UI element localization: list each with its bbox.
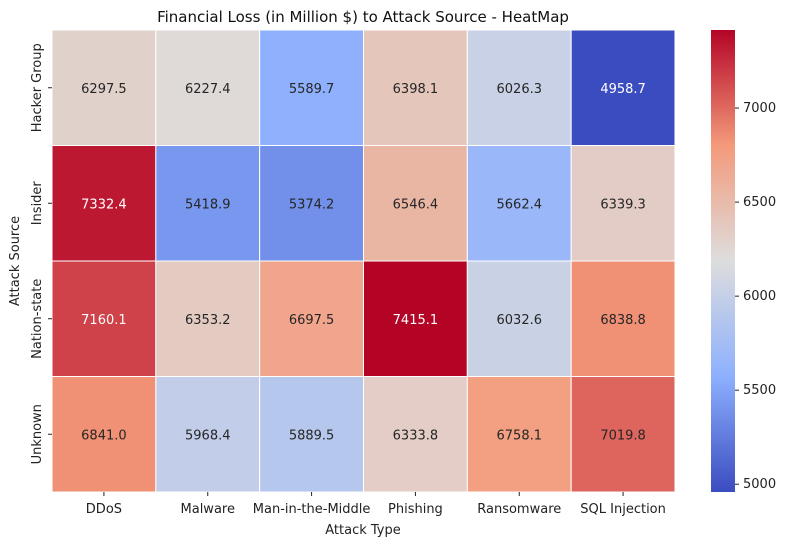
cell-value-label: 7415.1 (393, 313, 439, 328)
heatmap-cell (466, 376, 572, 493)
cell-value-label: 4958.7 (600, 82, 646, 97)
heatmap-cells: 6297.5 6227.4 5589.7 6398.1 6026.3 4958.7 7332… (51, 29, 676, 493)
heatmap-cell (363, 145, 468, 262)
cell-value-label: 6546.4 (393, 197, 439, 212)
heatmap-cell (570, 29, 676, 146)
cell-value-label: 5589.7 (289, 82, 335, 97)
heatmap-cell (259, 376, 364, 493)
cell-value-label: 6838.8 (600, 313, 646, 328)
y-tick-labels: Hacker Group Insider Nation-state Unknown (30, 43, 52, 464)
heatmap-cell (155, 145, 261, 262)
cell-value-label: 6398.1 (393, 82, 439, 97)
heatmap-cell (570, 376, 676, 493)
heatmap-cell (51, 260, 157, 377)
cell-value-label: 6297.5 (81, 82, 127, 97)
y-tick-label: Unknown (30, 404, 45, 464)
y-axis-label: Attack Source (8, 216, 23, 306)
heatmap-cell (259, 29, 364, 146)
x-axis-label: Attack Type (325, 523, 401, 538)
cell-value-label: 6032.6 (497, 313, 543, 328)
cell-value-label: 5418.9 (185, 197, 231, 212)
cell-value-label: 6758.1 (497, 428, 543, 443)
colorbar-tick-label: 5000 (743, 477, 776, 492)
heatmap-cell (259, 260, 364, 377)
x-tick-label: Ransomware (477, 502, 561, 517)
cell-value-label: 6333.8 (393, 428, 439, 443)
heatmap-cell (570, 260, 676, 377)
cell-value-label: 7160.1 (81, 313, 127, 328)
cell-value-label: 6026.3 (497, 82, 543, 97)
cell-value-label: 6841.0 (81, 428, 127, 443)
cell-value-label: 7332.4 (81, 197, 127, 212)
cell-value-label: 5662.4 (497, 197, 543, 212)
cell-value-label: 6353.2 (185, 313, 231, 328)
y-tick-label: Nation-state (30, 279, 45, 359)
colorbar-tick-label: 6500 (743, 195, 776, 210)
heatmap-cell (570, 145, 676, 262)
y-tick-label: Hacker Group (30, 43, 45, 132)
heatmap-cell (155, 260, 261, 377)
x-tick-labels: DDoS Malware Man-in-the-Middle Phishing Rans… (86, 492, 666, 517)
heatmap-cell (466, 29, 572, 146)
heatmap-cell (51, 376, 157, 493)
x-tick-label: Man-in-the-Middle (253, 502, 371, 517)
heatmap-cell (155, 29, 261, 146)
cell-value-label: 7019.8 (600, 428, 646, 443)
cell-value-label: 5374.2 (289, 197, 335, 212)
chart-title: Financial Loss (in Million $) to Attack … (157, 8, 569, 26)
heatmap-cell (51, 29, 157, 146)
cell-value-label: 6697.5 (289, 313, 335, 328)
cell-value-label: 6227.4 (185, 82, 231, 97)
x-tick-label: Malware (181, 502, 235, 517)
heatmap-cell (155, 376, 261, 493)
cell-value-label: 6339.3 (600, 197, 646, 212)
cell-value-label: 5968.4 (185, 428, 231, 443)
colorbar-tick-label: 5500 (743, 383, 776, 398)
x-tick-label: SQL Injection (580, 502, 666, 517)
colorbar-ticks: 5000 5500 6000 6500 7000 (735, 101, 776, 492)
colorbar-tick-label: 6000 (743, 289, 776, 304)
cell-value-label: 5889.5 (289, 428, 335, 443)
heatmap-cell (466, 260, 572, 377)
x-tick-label: Phishing (388, 502, 443, 517)
heatmap-cell (363, 29, 468, 146)
x-tick-label: DDoS (86, 502, 122, 517)
y-tick-label: Insider (30, 181, 45, 226)
colorbar (711, 30, 735, 492)
colorbar-tick-label: 7000 (743, 101, 776, 116)
heatmap-cell (363, 260, 468, 377)
heatmap-cell (363, 376, 468, 493)
